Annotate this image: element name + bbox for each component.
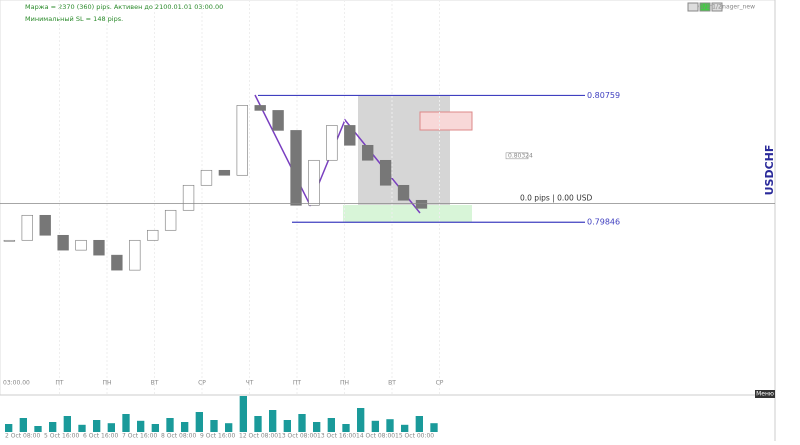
volume-bar bbox=[401, 424, 409, 432]
volume-bar bbox=[34, 426, 42, 432]
button[interactable] bbox=[687, 2, 699, 12]
date-label: 8 Oct 08:00 bbox=[161, 433, 196, 440]
candle bbox=[3, 239, 16, 242]
volume-bar bbox=[415, 416, 423, 432]
candle bbox=[308, 159, 320, 206]
volume-bar bbox=[225, 423, 233, 432]
day-label: ПН bbox=[102, 380, 111, 387]
day-label: ПТ bbox=[55, 380, 64, 387]
candle bbox=[272, 110, 284, 131]
day-label: ПН bbox=[340, 380, 349, 387]
candle bbox=[290, 130, 302, 206]
menu-button[interactable] bbox=[755, 390, 775, 398]
button-label[interactable]: 1/1 bbox=[700, 4, 710, 11]
volume-bar bbox=[166, 418, 174, 432]
candle bbox=[21, 214, 33, 241]
volume-bar bbox=[327, 418, 335, 432]
date-label: 2 Oct 08:00 bbox=[5, 433, 40, 440]
current-label: 0.0 pips | 0.00 USD bbox=[520, 194, 592, 203]
volume-bar bbox=[122, 414, 130, 432]
candle bbox=[129, 239, 141, 271]
volume-bar bbox=[49, 422, 57, 432]
volume-bar bbox=[313, 422, 321, 432]
volume-bar bbox=[195, 412, 203, 432]
day-label: ВТ bbox=[151, 380, 159, 387]
button[interactable] bbox=[711, 2, 723, 12]
day-label: ВТ bbox=[388, 380, 396, 387]
candle bbox=[111, 254, 123, 271]
volume-bar bbox=[298, 414, 306, 432]
box-tag-label: 0.80324 bbox=[508, 152, 533, 159]
box-tag bbox=[505, 152, 529, 160]
candle bbox=[379, 159, 392, 186]
day-label: СР bbox=[436, 380, 444, 387]
volume-bar bbox=[386, 419, 394, 432]
button[interactable] bbox=[699, 2, 711, 12]
candle bbox=[254, 105, 266, 111]
candle bbox=[182, 184, 195, 211]
candle bbox=[326, 125, 338, 161]
volume-bar bbox=[63, 416, 71, 432]
date-label: 13 Oct 08:00 bbox=[278, 433, 317, 440]
menu-label[interactable]: Меню bbox=[756, 391, 774, 398]
panel-title: Order Manager_new bbox=[694, 4, 755, 11]
candle bbox=[39, 214, 51, 236]
loss-zone bbox=[419, 111, 473, 131]
volume-bar bbox=[107, 423, 115, 432]
candle bbox=[57, 234, 69, 251]
time-label: 03:00.00 bbox=[3, 380, 30, 387]
header-line: Минимальный SL = 148 pips. bbox=[25, 15, 123, 23]
candle bbox=[362, 144, 374, 161]
volume-bar bbox=[5, 424, 13, 432]
candle bbox=[344, 125, 356, 146]
candle bbox=[236, 105, 248, 176]
volume-bar bbox=[78, 424, 86, 432]
candle bbox=[75, 239, 87, 251]
volume-bar bbox=[283, 420, 291, 432]
volume-bar bbox=[137, 420, 145, 432]
candle bbox=[147, 229, 159, 241]
volume-bar bbox=[239, 396, 247, 432]
volume-bar bbox=[254, 416, 262, 432]
date-label: 5 Oct 16:00 bbox=[44, 433, 79, 440]
date-label: 7 Oct 16:00 bbox=[122, 433, 157, 440]
date-label: 15 Oct 00:00 bbox=[395, 433, 434, 440]
candle bbox=[218, 169, 231, 176]
button-label[interactable]: 1/2 bbox=[712, 4, 722, 11]
volume-bar bbox=[269, 410, 277, 432]
volume-bar bbox=[430, 423, 438, 432]
candle bbox=[164, 209, 177, 231]
date-label: 6 Oct 16:00 bbox=[83, 433, 118, 440]
volume-bar bbox=[371, 420, 379, 432]
volume-bar bbox=[342, 424, 350, 432]
candle bbox=[415, 199, 428, 209]
day-label: СР bbox=[198, 380, 206, 387]
date-label: 9 Oct 16:00 bbox=[200, 433, 235, 440]
profit-zone bbox=[343, 205, 472, 222]
volume-bar bbox=[93, 420, 101, 432]
volume-bar bbox=[210, 420, 218, 432]
day-label: ЧТ bbox=[246, 380, 254, 387]
candle bbox=[200, 169, 213, 186]
day-label: ПТ bbox=[293, 380, 302, 387]
candle bbox=[93, 239, 105, 256]
date-label: 14 Oct 08:00 bbox=[356, 433, 395, 440]
header-line: Маржа = 2370 (360) pips. Активен до 2100… bbox=[25, 3, 223, 11]
symbol: USDCHF bbox=[763, 145, 776, 196]
volume-bar bbox=[181, 422, 189, 432]
level-label: 0.79846 bbox=[587, 218, 620, 227]
volume-bar bbox=[19, 418, 27, 432]
level-label: 0.80759 bbox=[587, 91, 620, 100]
volume-bar bbox=[151, 424, 159, 432]
date-label: 13 Oct 16:00 bbox=[317, 433, 356, 440]
candle bbox=[397, 184, 410, 201]
volume-bar bbox=[357, 408, 365, 432]
date-label: 12 Oct 08:00 bbox=[239, 433, 278, 440]
